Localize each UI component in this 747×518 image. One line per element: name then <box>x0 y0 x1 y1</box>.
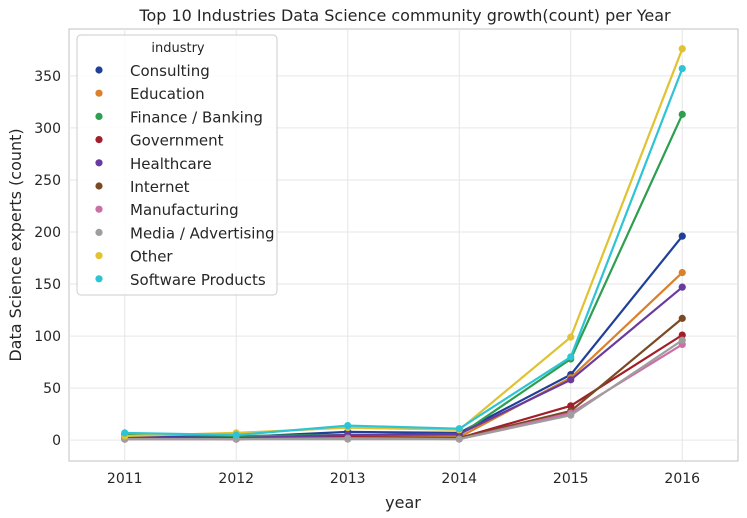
series-line-media-advertising <box>124 339 683 441</box>
data-point-software-products <box>678 64 686 73</box>
legend-item-software-products: Software Products <box>95 271 266 289</box>
series-layer <box>121 45 686 443</box>
y-tick-label: 300 <box>34 121 61 137</box>
legend-marker <box>95 159 103 167</box>
legend-item-consulting: Consulting <box>95 62 210 80</box>
legend-item-other: Other <box>95 248 173 266</box>
data-point-software-products <box>344 422 352 430</box>
legend-marker <box>95 112 103 120</box>
data-point-other <box>567 333 575 341</box>
data-point-consulting <box>678 232 686 240</box>
y-axis-label: Data Science experts (count) <box>6 128 25 361</box>
chart-title: Top 10 Industries Data Science community… <box>138 6 671 25</box>
legend-label: Other <box>130 248 173 266</box>
legend-marker <box>95 252 103 260</box>
legend-marker <box>95 182 103 190</box>
legend-label: Software Products <box>130 271 266 289</box>
data-point-media-advertising <box>567 411 575 419</box>
data-point-software-products <box>567 353 575 361</box>
y-tick-label: 50 <box>43 381 61 397</box>
legend-marker <box>95 66 103 74</box>
y-tick-label: 250 <box>34 173 61 189</box>
legend-item-healthcare: Healthcare <box>95 155 212 173</box>
legend-item-government: Government <box>95 132 224 150</box>
legend-item-media-advertising: Media / Advertising <box>95 224 275 242</box>
data-point-healthcare <box>567 376 575 384</box>
legend-item-education: Education <box>95 85 205 103</box>
data-point-healthcare <box>678 283 686 291</box>
x-tick-label: 2011 <box>107 471 143 487</box>
legend-label: Healthcare <box>130 155 212 173</box>
legend-marker <box>95 89 103 97</box>
data-point-media-advertising <box>455 435 463 443</box>
legend-item-finance-banking: Finance / Banking <box>95 108 263 126</box>
data-point-media-advertising <box>678 336 686 344</box>
legend-label: Manufacturing <box>130 201 239 219</box>
y-tick-label: 150 <box>34 277 61 293</box>
data-point-software-products <box>232 431 240 439</box>
data-point-internet <box>678 314 686 322</box>
data-point-education <box>678 268 686 277</box>
legend-label: Government <box>130 132 224 150</box>
legend-marker <box>95 205 103 213</box>
legend-item-manufacturing: Manufacturing <box>95 201 239 219</box>
x-tick-label: 2012 <box>218 471 254 487</box>
y-axis-ticks: 0 50 100 150 200 250 300 350 <box>34 69 61 449</box>
y-tick-label: 0 <box>52 433 61 449</box>
data-point-government <box>678 331 686 339</box>
legend-title: industry <box>151 41 205 56</box>
legend-label: Finance / Banking <box>130 108 263 126</box>
x-axis-ticks: 2011 2012 2013 2014 2015 2016 <box>107 471 700 487</box>
series-media-advertising <box>121 336 686 443</box>
legend-label: Media / Advertising <box>130 224 275 242</box>
x-tick-label: 2013 <box>330 471 366 487</box>
x-tick-label: 2016 <box>664 471 700 487</box>
legend-marker <box>95 228 103 236</box>
data-point-other <box>678 45 686 53</box>
y-tick-label: 100 <box>34 329 61 345</box>
data-point-finance-banking <box>678 110 686 118</box>
data-point-media-advertising <box>344 435 352 443</box>
data-point-software-products <box>121 429 129 437</box>
legend-item-internet: Internet <box>95 178 190 196</box>
x-axis-label: year <box>385 493 421 512</box>
legend-label: Internet <box>130 178 190 196</box>
data-point-government <box>567 402 575 410</box>
data-point-software-products <box>455 425 463 433</box>
legend-items: Consulting Education Finance / Banking Gove… <box>95 62 275 289</box>
x-tick-label: 2014 <box>441 471 477 487</box>
legend-box <box>76 34 278 296</box>
legend: industry Consulting Education Finance / Ba… <box>76 34 278 296</box>
y-tick-label: 200 <box>34 225 61 241</box>
x-tick-label: 2015 <box>553 471 589 487</box>
series-line-other <box>124 48 684 438</box>
legend-marker <box>95 136 103 144</box>
series-software-products <box>121 64 686 439</box>
series-line-software-products <box>124 68 684 437</box>
legend-label: Consulting <box>130 62 210 80</box>
legend-marker <box>95 275 103 283</box>
y-tick-label: 350 <box>34 69 61 85</box>
legend-label: Education <box>130 85 205 103</box>
